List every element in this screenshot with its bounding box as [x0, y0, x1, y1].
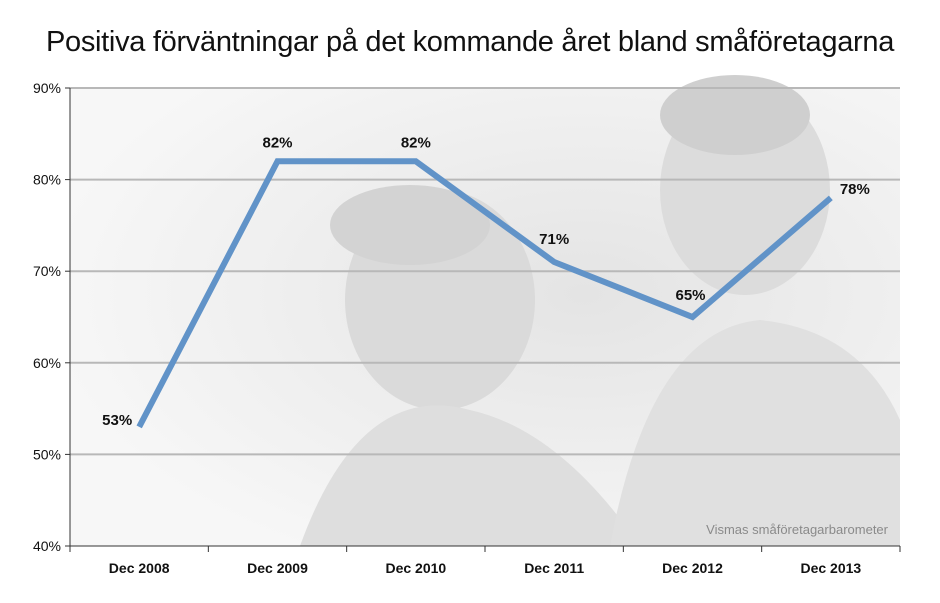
data-label: 78%	[840, 181, 870, 198]
data-label: 82%	[401, 134, 431, 151]
chart-title: Positiva förväntningar på det kommande å…	[45, 26, 895, 58]
x-tick-label: Dec 2012	[662, 560, 723, 576]
x-tick-label: Dec 2009	[247, 560, 308, 576]
x-tick-label: Dec 2013	[800, 560, 861, 576]
data-label: 65%	[675, 287, 705, 304]
data-label: 71%	[539, 231, 569, 248]
x-axis-ticks: Dec 2008 Dec 2009 Dec 2010 Dec 2011 Dec 2012…	[69, 546, 901, 576]
y-axis-ticks: 40% 50% 60% 70% 80% 90%	[33, 80, 70, 554]
y-tick-label: 70%	[33, 263, 61, 279]
gridlines	[70, 87, 900, 456]
y-tick-label: 60%	[33, 355, 61, 371]
series-line	[136, 158, 833, 429]
y-tick-label: 40%	[33, 538, 61, 554]
background-photo	[70, 75, 900, 546]
source-note: Vismas småföretagarbarometer	[706, 522, 889, 537]
data-labels: 53% 82% 82% 71% 65% 78%	[102, 134, 870, 429]
y-tick-label: 50%	[33, 446, 61, 462]
data-label: 53%	[102, 412, 132, 429]
x-tick-label: Dec 2008	[109, 560, 170, 576]
y-tick-label: 90%	[33, 80, 61, 96]
x-tick-label: Dec 2011	[524, 560, 584, 576]
data-label: 82%	[262, 134, 292, 151]
x-tick-label: Dec 2010	[385, 560, 446, 576]
y-tick-label: 80%	[33, 172, 61, 188]
